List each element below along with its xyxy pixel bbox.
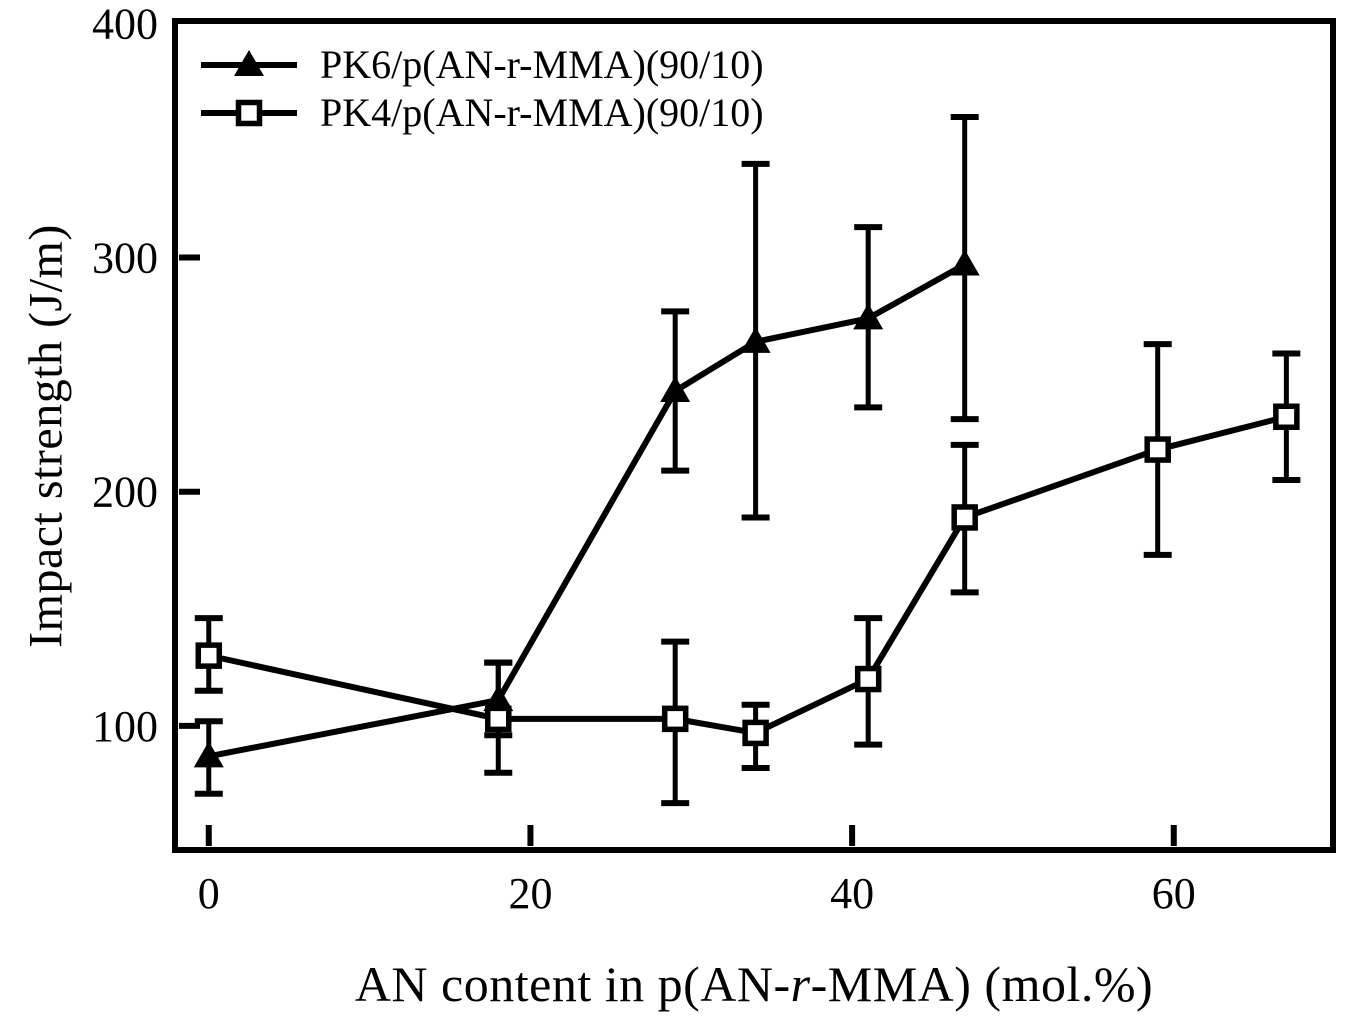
triangle-marker [740,326,771,353]
x-axis-title: AN content in p(AN-r-MMA) (mol.%) [354,956,1154,1012]
square-marker [854,665,882,693]
plot-border [172,18,1336,853]
triangle-marker [234,50,264,76]
square-marker [951,504,978,531]
triangle-marker [483,685,514,712]
triangle-marker [853,303,884,330]
square-marker [1273,403,1300,431]
y-axis-title: Impact strength (J/m) [19,224,73,648]
x-tick-label: 0 [198,869,220,918]
triangle-marker [949,249,980,276]
square-marker [485,705,512,733]
legend: PK6/p(AN-r-MMA)(90/10) PK4/p(AN-r-MMA)(90… [200,41,764,137]
square-marker [195,642,223,669]
triangle-marker [193,741,224,768]
legend-item-1: PK6/p(AN-r-MMA)(90/10) [200,41,764,89]
x-tick-label: 40 [830,869,874,918]
y-tick-label: 200 [92,468,158,517]
italic-r: r [790,956,811,1012]
y-tick-label: 400 [92,0,158,48]
y-tick-label: 100 [92,702,158,751]
x-tick-label: 60 [1152,869,1196,918]
y-tick-label: 300 [92,234,158,283]
square-marker [661,705,689,733]
legend-label: PK4/p(AN-r-MMA)(90/10) [320,90,764,135]
series-line-2 [208,413,1288,737]
legend-label: PK6/p(AN-r-MMA)(90/10) [320,42,764,87]
legend-marker-filled-triangle [201,50,297,76]
square-marker [235,99,263,127]
square-marker [1144,436,1171,463]
legend-marker-open-square [201,99,297,127]
triangle-marker [660,376,691,403]
square-marker [742,719,769,747]
legend-item-2: PK4/p(AN-r-MMA)(90/10) [200,89,764,137]
x-tick-label: 20 [508,869,552,918]
